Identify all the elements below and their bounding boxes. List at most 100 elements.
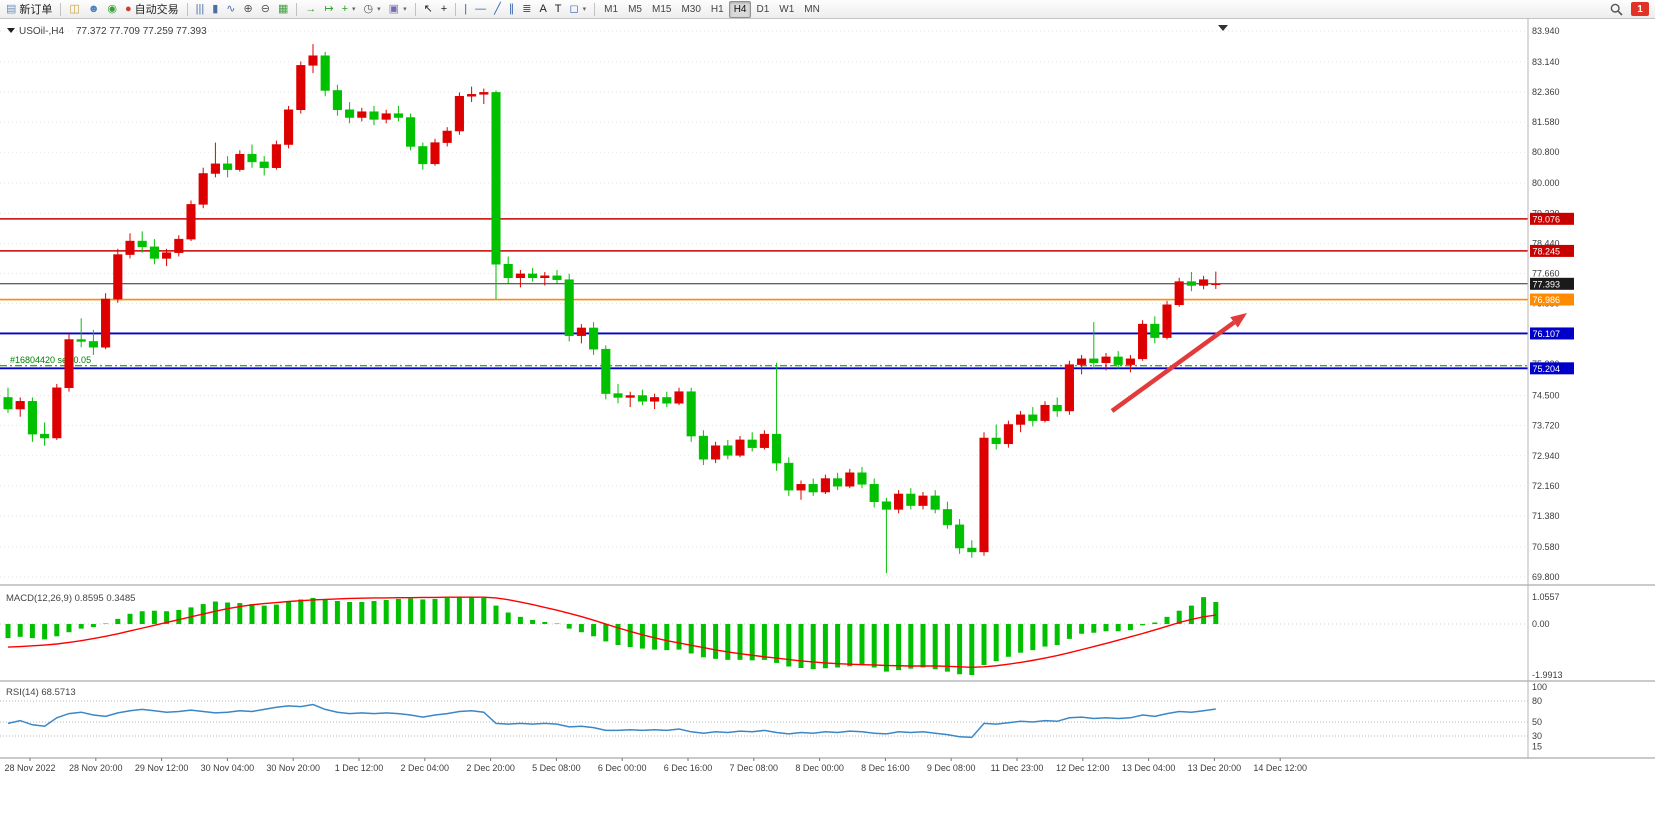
macd-tick-label: 1.0557	[1532, 592, 1560, 602]
profile-icon[interactable]: ☻	[84, 0, 104, 19]
candle-body	[808, 484, 818, 493]
fibonacci-icon[interactable]: ≣	[518, 0, 535, 19]
label-icon[interactable]: T	[551, 0, 566, 19]
timeframe-w1[interactable]: W1	[779, 3, 795, 15]
time-tick-label: 2 Dec 20:00	[466, 763, 515, 773]
timeframe-m30[interactable]: M30	[681, 3, 701, 15]
toolbar-buttons: ▤ 新订单 ◫ ☻ ◉ ● 自动交易 ||| ▮ ∿ ⊕ ⊖ ▦ → ↦ + ▾ ◷ ▾ ▣ ▾ ↖ + | — ╱ ∥ ≣ A T ◻ ▾ M…	[2, 0, 825, 18]
autotrading-icon-glyph: ●	[125, 2, 132, 15]
timeframe-h1[interactable]: H1	[710, 3, 724, 15]
time-tick-label: 28 Nov 2022	[4, 763, 55, 773]
trend-arrow[interactable]	[1110, 313, 1247, 413]
crosshair-icon[interactable]: +	[437, 0, 451, 19]
notification-badge[interactable]: 1	[1631, 2, 1649, 16]
time-tick-label: 30 Nov 20:00	[266, 763, 320, 773]
line-chart-icon[interactable]: ∿	[222, 0, 239, 19]
trendline-icon[interactable]: ╱	[490, 0, 505, 19]
periods-button[interactable]: ◷ ▾	[360, 0, 385, 19]
candle-body	[259, 161, 269, 168]
timeframe-mn[interactable]: MN	[804, 3, 820, 15]
candle-body	[552, 275, 562, 280]
timeframe-m15[interactable]: M15	[651, 3, 672, 15]
autoscroll-icon-icon-glyph: →	[305, 2, 317, 15]
search-icon[interactable]	[1610, 3, 1623, 16]
candle-body	[1162, 304, 1172, 338]
sound-icon-icon-glyph: ◉	[107, 2, 117, 15]
chart-shift-marker[interactable]	[1218, 25, 1228, 31]
channel-icon[interactable]: ∥	[505, 0, 519, 19]
horizontal-line-icon[interactable]: —	[471, 0, 490, 19]
horizontal-line-icon-icon-glyph: —	[475, 2, 487, 15]
symbol-dropdown-icon[interactable]	[7, 28, 15, 33]
autoscroll-icon[interactable]: →	[301, 0, 320, 19]
price-chart[interactable]: 83.94083.14082.36081.58080.80080.00079.2…	[0, 19, 1655, 822]
new-order-icon-glyph: ▤	[6, 2, 17, 15]
time-tick-label: 14 Dec 12:00	[1253, 763, 1307, 773]
candle-body	[332, 90, 342, 111]
candle-body	[479, 92, 489, 95]
candle-body	[467, 94, 477, 97]
timeframe-h4[interactable]: H4	[728, 0, 752, 18]
tile-windows-icon[interactable]: ▦	[274, 0, 292, 19]
candle-body	[113, 254, 123, 300]
candle-body	[613, 393, 623, 398]
candle-body	[125, 240, 135, 255]
time-tick-label: 6 Dec 16:00	[664, 763, 713, 773]
cursor-icon-icon-glyph: ↖	[423, 2, 433, 15]
chart-shift-icon[interactable]: ↦	[320, 0, 337, 19]
candle-body	[1016, 414, 1026, 425]
add-indicator-button[interactable]: + ▾	[338, 0, 360, 19]
candle-body	[540, 275, 550, 278]
zoom-in-icon[interactable]: ⊕	[240, 0, 257, 19]
price-tick-label: 83.140	[1532, 57, 1560, 67]
chart-window: 83.94083.14082.36081.58080.80080.00079.2…	[0, 19, 1655, 822]
price-tag-label: 77.393	[1533, 279, 1561, 289]
time-tick-label: 13 Dec 04:00	[1122, 763, 1176, 773]
bar-chart-icon[interactable]: |||	[192, 0, 209, 19]
price-tick-label: 81.580	[1532, 117, 1560, 127]
timeframe-m1[interactable]: M1	[604, 3, 619, 15]
price-tag-box	[1530, 277, 1574, 290]
candle-body	[15, 401, 25, 410]
candle-body	[186, 204, 196, 240]
price-tick-label: 70.580	[1532, 542, 1560, 552]
shapes-button[interactable]: ◻ ▾	[566, 0, 591, 19]
candle-body	[1028, 414, 1038, 421]
price-tag-label: 76.986	[1533, 295, 1561, 305]
candle-body	[88, 341, 98, 348]
candle-body	[576, 327, 586, 336]
autotrading-button[interactable]: ● 自动交易	[121, 0, 183, 19]
candle-body	[650, 397, 660, 402]
candlestick-icon[interactable]: ▮	[208, 0, 222, 19]
candle-body	[1003, 424, 1013, 445]
price-tag-box	[1530, 293, 1574, 306]
candle-body	[320, 55, 330, 91]
templates-button[interactable]: ▣ ▾	[385, 0, 411, 19]
price-tag-box	[1530, 212, 1574, 225]
candle-body	[381, 113, 391, 120]
candle-body	[3, 397, 13, 410]
candle-body	[418, 146, 428, 165]
cursor-icon[interactable]: ↖	[420, 0, 437, 19]
candle-body	[589, 327, 599, 350]
price-tick-label: 78.440	[1532, 238, 1560, 248]
candle-body	[881, 501, 891, 510]
timeframe-m5[interactable]: M5	[628, 3, 642, 15]
candle-body	[1125, 358, 1135, 365]
vertical-line-icon[interactable]: |	[460, 0, 471, 19]
time-tick-label: 8 Dec 00:00	[795, 763, 844, 773]
zoom-out-icon[interactable]: ⊖	[257, 0, 274, 19]
candle-body	[845, 472, 855, 487]
price-tick-label: 80.000	[1532, 178, 1560, 188]
price-tick-label: 71.380	[1532, 511, 1560, 521]
candle-body	[491, 92, 501, 265]
rsi-tick-label: 50	[1532, 717, 1542, 727]
candle-body	[979, 437, 989, 553]
market-watch-icon[interactable]: ◫	[65, 0, 83, 19]
new-order-button[interactable]: ▤ 新订单	[2, 0, 56, 19]
timeframe-d1[interactable]: D1	[756, 3, 770, 15]
text-icon[interactable]: A	[535, 0, 550, 19]
candle-body	[149, 246, 159, 259]
candle-body	[235, 153, 245, 170]
sound-icon[interactable]: ◉	[103, 0, 121, 19]
